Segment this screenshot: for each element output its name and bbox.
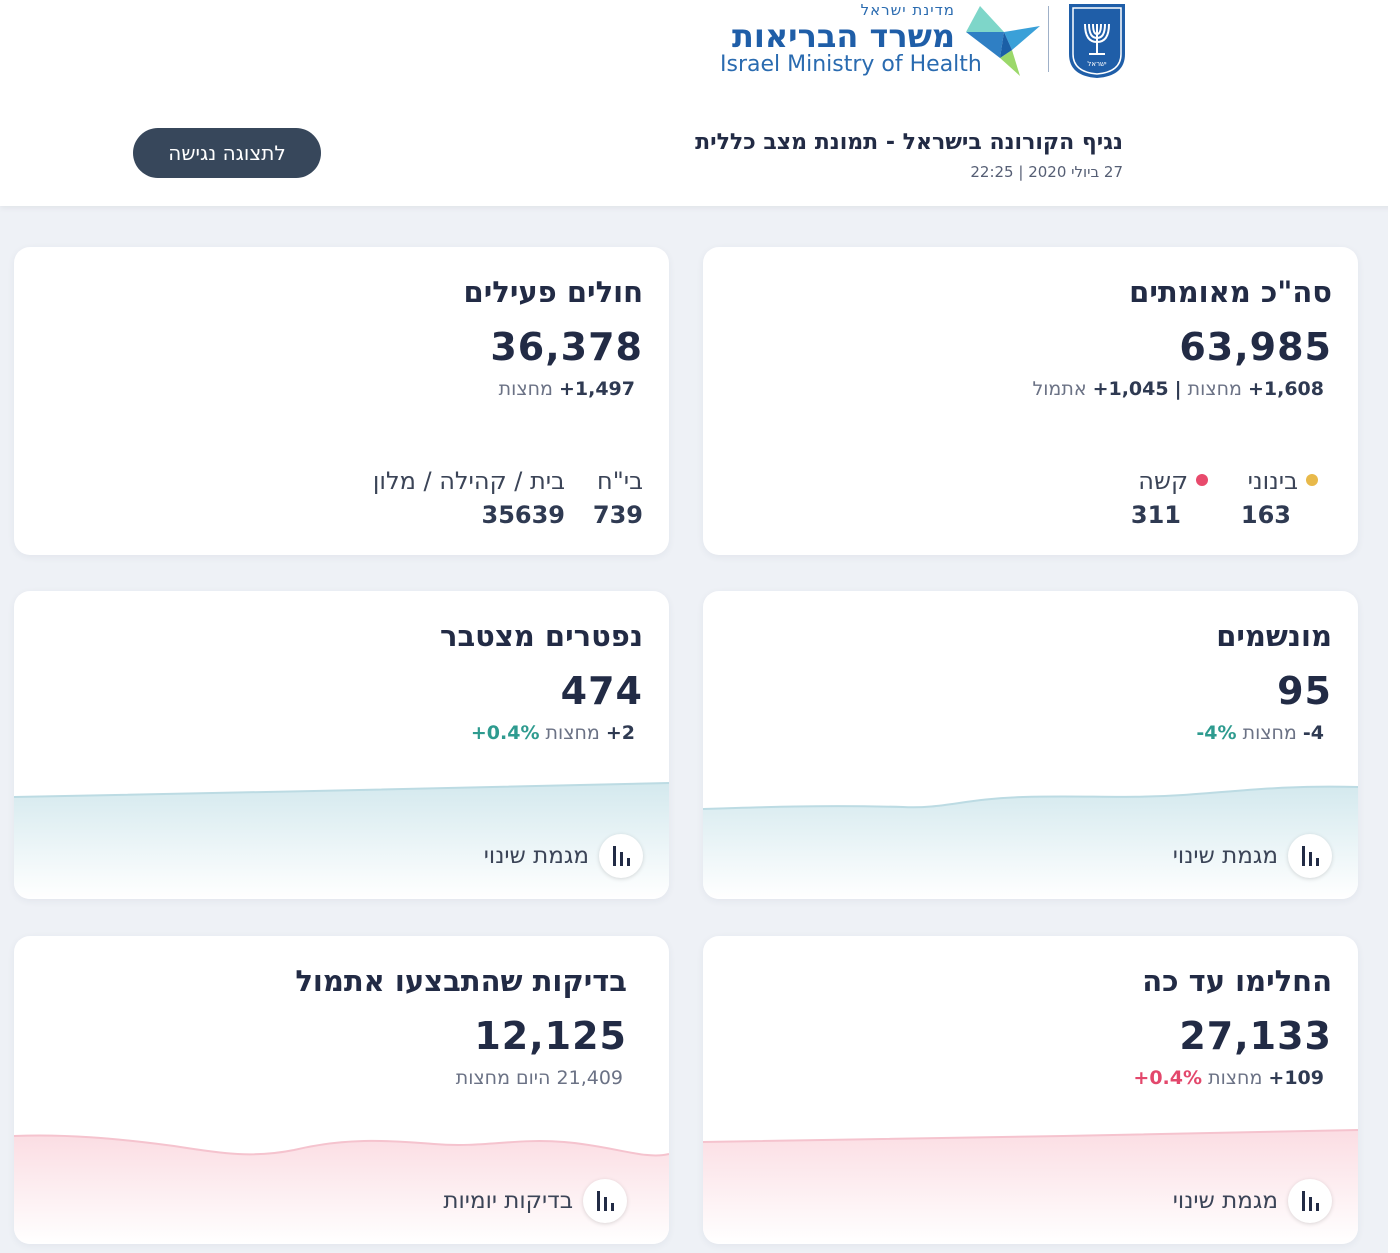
daily-tests-link[interactable]: בדיקות יומיות [443,1178,627,1224]
moderate-value: 163 [1240,501,1291,529]
bar-chart-icon[interactable] [599,834,643,878]
daily-tests-label[interactable]: בדיקות יומיות [443,1188,573,1214]
active-value: 36,378 [490,325,643,369]
ventilated-trend-link[interactable]: מגמת שינוי [1173,833,1332,879]
deceased-change: +2 מחצות +0.4% [471,722,635,744]
deceased-card: נפטרים מצטבר 474 +2 מחצות +0.4% מגמת שינ… [14,591,669,899]
recovered-title: החלימו עד כה [1142,964,1332,998]
after-midnight-label: מחצות [545,722,600,744]
recovered-change: +109 מחצות +0.4% [1133,1067,1324,1089]
yesterday-label: אתמול [1032,378,1087,400]
after-midnight-label: מחצות [1242,722,1297,744]
confirmed-change: +1,608 מחצות | +1,045 אתמול [1032,378,1324,400]
accessible-view-button[interactable]: לתצוגה נגישה [133,128,321,178]
scrollbar-track[interactable] [1388,206,1400,1253]
logo-separator [1048,6,1049,72]
recovered-change-value: +109 [1268,1067,1324,1089]
active-change: +1,497 מחצות [499,378,635,400]
deceased-change-value: +2 [605,722,635,744]
severe-stat: קשה 311 [1131,467,1208,529]
home-value: 35639 [481,501,566,529]
dove-logo-icon [966,6,1040,76]
tests-today-value: 21,409 [556,1067,623,1089]
update-timestamp: 27 ביולי 2020 | 22:25 [970,163,1123,181]
state-emblem-icon: ישראל [1069,4,1125,78]
hospital-stat: בי"ח 739 [593,467,643,529]
active-after-midnight: +1,497 [558,378,635,400]
confirmed-card: סה"כ מאומתים 63,985 +1,608 מחצות | +1,04… [703,247,1358,555]
ventilated-value: 95 [1277,669,1332,713]
recovered-value: 27,133 [1179,1014,1332,1058]
severe-value: 311 [1130,501,1181,529]
trend-link-label[interactable]: מגמת שינוי [1172,843,1278,869]
home-stat: בית / קהילה / מלון 35639 [373,467,565,529]
ministry-logo[interactable]: מדינת ישראל משרד הבריאות Israel Ministry… [715,0,1135,88]
tests-card: בדיקות שהתבצעו אתמול 12,125 21,409 היום … [14,936,669,1244]
moderate-dot-icon [1306,474,1318,486]
bar-chart-icon[interactable] [1288,834,1332,878]
logo-english-text: Israel Ministry of Health [720,52,982,77]
ventilated-change-value: -4 [1302,722,1324,744]
tests-value: 12,125 [474,1014,627,1058]
after-midnight-label: מחצות [498,378,553,400]
tests-title: בדיקות שהתבצעו אתמול [295,964,627,998]
after-midnight-label: מחצות [1187,378,1242,400]
trend-link-label[interactable]: מגמת שינוי [483,843,589,869]
deceased-trend-chart [14,782,669,899]
active-card: חולים פעילים 36,378 +1,497 מחצות בי"ח 73… [14,247,669,555]
deceased-percent: +0.4% [470,722,540,744]
severe-label: קשה [1138,467,1188,495]
ventilated-title: מונשמים [1216,619,1332,653]
home-label: בית / קהילה / מלון [372,467,565,495]
ventilated-card: מונשמים 95 -4 מחצות -4% מגמת שינוי [703,591,1358,899]
page-title: נגיף הקורונה בישראל - תמונת מצב כללית [695,130,1123,155]
recovered-trend-link[interactable]: מגמת שינוי [1173,1178,1332,1224]
emblem-text: ישראל [1087,60,1107,68]
logo-ministry-text: משרד הבריאות [732,17,955,55]
ventilated-percent: -4% [1196,722,1237,744]
confirmed-after-midnight: +1,608 [1247,378,1324,400]
ventilated-change: -4 מחצות -4% [1196,722,1324,744]
confirmed-yesterday: +1,045 [1092,378,1169,400]
page-header: מדינת ישראל משרד הבריאות Israel Ministry… [0,0,1400,206]
tests-trend-chart [14,1134,669,1244]
severe-dot-icon [1196,474,1208,486]
deceased-trend-link[interactable]: מגמת שינוי [484,833,643,879]
confirmed-value: 63,985 [1179,325,1332,369]
bar-chart-icon[interactable] [1288,1179,1332,1223]
hospital-label: בי"ח [597,467,643,495]
hospital-value: 739 [592,501,643,529]
moderate-label: בינוני [1247,467,1298,495]
trend-link-label[interactable]: מגמת שינוי [1172,1188,1278,1214]
bar-chart-icon[interactable] [583,1179,627,1223]
logo-state-text: מדינת ישראל [860,1,955,19]
today-label: היום מחצות [455,1067,551,1089]
change-separator: | [1174,378,1182,400]
active-title: חולים פעילים [463,275,643,309]
recovered-percent: +0.4% [1133,1067,1203,1089]
recovered-card: החלימו עד כה 27,133 +109 מחצות +0.4% מגמ… [703,936,1358,1244]
tests-today: 21,409 היום מחצות [456,1067,623,1089]
deceased-title: נפטרים מצטבר [440,619,643,653]
moderate-stat: בינוני 163 [1241,467,1318,529]
recovered-trend-chart [703,1129,1358,1244]
after-midnight-label: מחצות [1208,1067,1263,1089]
confirmed-title: סה"כ מאומתים [1129,275,1332,309]
ventilated-trend-chart [703,785,1358,899]
deceased-value: 474 [560,669,643,713]
